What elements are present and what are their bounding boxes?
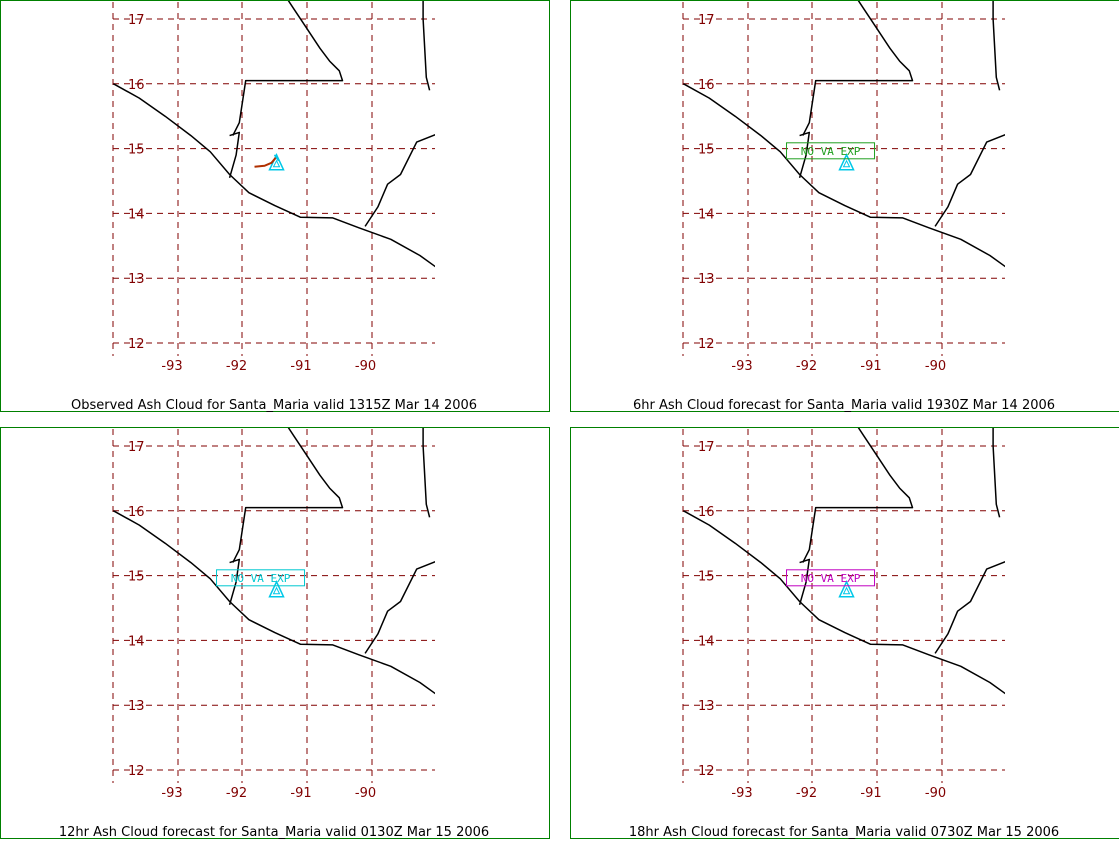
longitude-label: -93 [731, 786, 752, 801]
border-east [993, 427, 1000, 518]
border-honduras [935, 129, 1019, 226]
latitude-label: 16 [698, 78, 715, 93]
latitude-label: 12 [698, 764, 715, 779]
border-north [233, 427, 343, 563]
longitude-label: -91 [860, 359, 881, 374]
longitude-label: -92 [796, 359, 817, 374]
coastline [114, 84, 443, 272]
latitude-label: 12 [128, 337, 145, 352]
latitude-label: 13 [698, 699, 715, 714]
latitude-label: 13 [128, 699, 145, 714]
latitude-label: 14 [698, 634, 715, 649]
border-east [993, 0, 1000, 90]
panel-forecast-6hr: NO VA EXP 17 16 15 14 13 12 -93 -92 -91 -90 6hr Ash… [571, 0, 1119, 413]
border-mexico-guatemala [230, 132, 240, 177]
panel-caption: Observed Ash Cloud for Santa_Maria valid… [71, 398, 477, 413]
border-north [803, 427, 913, 563]
no-va-exp-label: NO VA EXP [801, 145, 861, 158]
latitude-label: 12 [128, 764, 145, 779]
latitude-label: 12 [698, 337, 715, 352]
coastline [114, 511, 443, 699]
coastline [684, 511, 1013, 699]
latitude-label: 17 [698, 13, 715, 28]
no-va-exp-label: NO VA EXP [231, 572, 291, 585]
latitude-label: 13 [698, 272, 715, 287]
map-area: NO VA EXP [683, 0, 1019, 360]
panel-caption: 18hr Ash Cloud forecast for Santa_Maria … [629, 825, 1059, 839]
panel-observed: 17 16 15 14 13 12 -93 -92 -91 -90 Observed Ash Clo… [1, 0, 550, 413]
border-north [803, 0, 913, 136]
border-honduras [365, 556, 449, 653]
latitude-label: 16 [698, 505, 715, 520]
border-honduras [365, 129, 449, 226]
latitude-label: 13 [128, 272, 145, 287]
longitude-label: -91 [290, 359, 311, 374]
longitude-label: -93 [731, 359, 752, 374]
longitude-label: -90 [925, 786, 946, 801]
panel-caption: 6hr Ash Cloud forecast for Santa_Maria v… [633, 398, 1055, 413]
latitude-label: 14 [698, 207, 715, 222]
latitude-label: 14 [128, 634, 145, 649]
latitude-label: 17 [128, 440, 145, 455]
longitude-label: -90 [355, 359, 376, 374]
latitude-label: 17 [698, 440, 715, 455]
border-east [423, 0, 430, 90]
coastline [684, 84, 1013, 272]
longitude-label: -91 [860, 786, 881, 801]
border-east [423, 427, 430, 518]
latitude-label: 16 [128, 505, 145, 520]
latitude-label: 15 [698, 570, 715, 585]
latitude-label: 15 [128, 570, 145, 585]
longitude-label: -90 [355, 786, 376, 801]
longitude-label: -92 [226, 786, 247, 801]
no-va-exp-box: NO VA EXP [787, 143, 875, 159]
border-north [233, 0, 343, 136]
latitude-label: 17 [128, 13, 145, 28]
map-area [113, 0, 449, 360]
longitude-label: -91 [290, 786, 311, 801]
latitude-label: 16 [128, 78, 145, 93]
map-area: NO VA EXP [113, 427, 449, 787]
panel-forecast-18hr: NO VA EXP 17 16 15 14 13 12 -93 -92 -91 -90 18hr As… [571, 427, 1119, 839]
latitude-label: 15 [128, 143, 145, 158]
map-area: NO VA EXP [683, 427, 1019, 787]
panel-forecast-12hr: NO VA EXP 17 16 15 14 13 12 -93 -92 -91 -90 12hr As… [1, 427, 550, 839]
longitude-label: -93 [161, 359, 182, 374]
panel-caption: 12hr Ash Cloud forecast for Santa_Maria … [59, 825, 489, 839]
no-va-exp-box: NO VA EXP [787, 570, 875, 586]
longitude-label: -92 [796, 786, 817, 801]
longitude-label: -92 [226, 359, 247, 374]
no-va-exp-label: NO VA EXP [801, 572, 861, 585]
border-honduras [935, 556, 1019, 653]
latitude-label: 14 [128, 207, 145, 222]
longitude-label: -93 [161, 786, 182, 801]
longitude-label: -90 [925, 359, 946, 374]
latitude-label: 15 [698, 143, 715, 158]
no-va-exp-box: NO VA EXP [217, 570, 305, 586]
